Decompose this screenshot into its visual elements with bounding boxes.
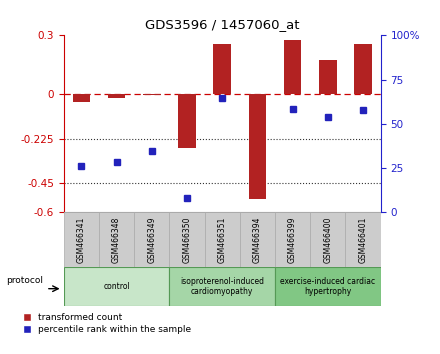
Text: GSM466401: GSM466401 [359, 217, 367, 263]
Bar [64, 267, 169, 306]
Bar [134, 212, 169, 267]
Bar [275, 267, 381, 306]
Bar [205, 212, 240, 267]
Title: GDS3596 / 1457060_at: GDS3596 / 1457060_at [145, 18, 300, 32]
Bar [310, 212, 345, 267]
Bar [64, 212, 99, 267]
Text: GSM466349: GSM466349 [147, 217, 156, 263]
Bar [108, 95, 125, 98]
Bar [345, 212, 381, 267]
Legend: transformed count, percentile rank within the sample: transformed count, percentile rank withi… [18, 313, 191, 334]
Text: exercise-induced cardiac
hypertrophy: exercise-induced cardiac hypertrophy [280, 277, 375, 296]
Text: GSM466400: GSM466400 [323, 217, 332, 263]
Text: GSM466399: GSM466399 [288, 217, 297, 263]
Text: GSM466394: GSM466394 [253, 217, 262, 263]
Text: protocol: protocol [6, 276, 44, 285]
Text: control: control [103, 282, 130, 291]
Text: GSM466350: GSM466350 [183, 217, 191, 263]
Bar [284, 40, 301, 95]
Bar [169, 267, 275, 306]
Bar [178, 95, 196, 148]
Bar [169, 212, 205, 267]
Text: GSM466351: GSM466351 [218, 217, 227, 263]
Bar [354, 44, 372, 95]
Text: GSM466341: GSM466341 [77, 217, 86, 263]
Bar [99, 212, 134, 267]
Text: isoproterenol-induced
cardiomyopathy: isoproterenol-induced cardiomyopathy [180, 277, 264, 296]
Bar [249, 95, 266, 199]
Bar [319, 60, 337, 95]
Bar [275, 212, 310, 267]
Text: GSM466348: GSM466348 [112, 217, 121, 263]
Bar [240, 212, 275, 267]
Bar [73, 95, 90, 102]
Bar [213, 44, 231, 95]
